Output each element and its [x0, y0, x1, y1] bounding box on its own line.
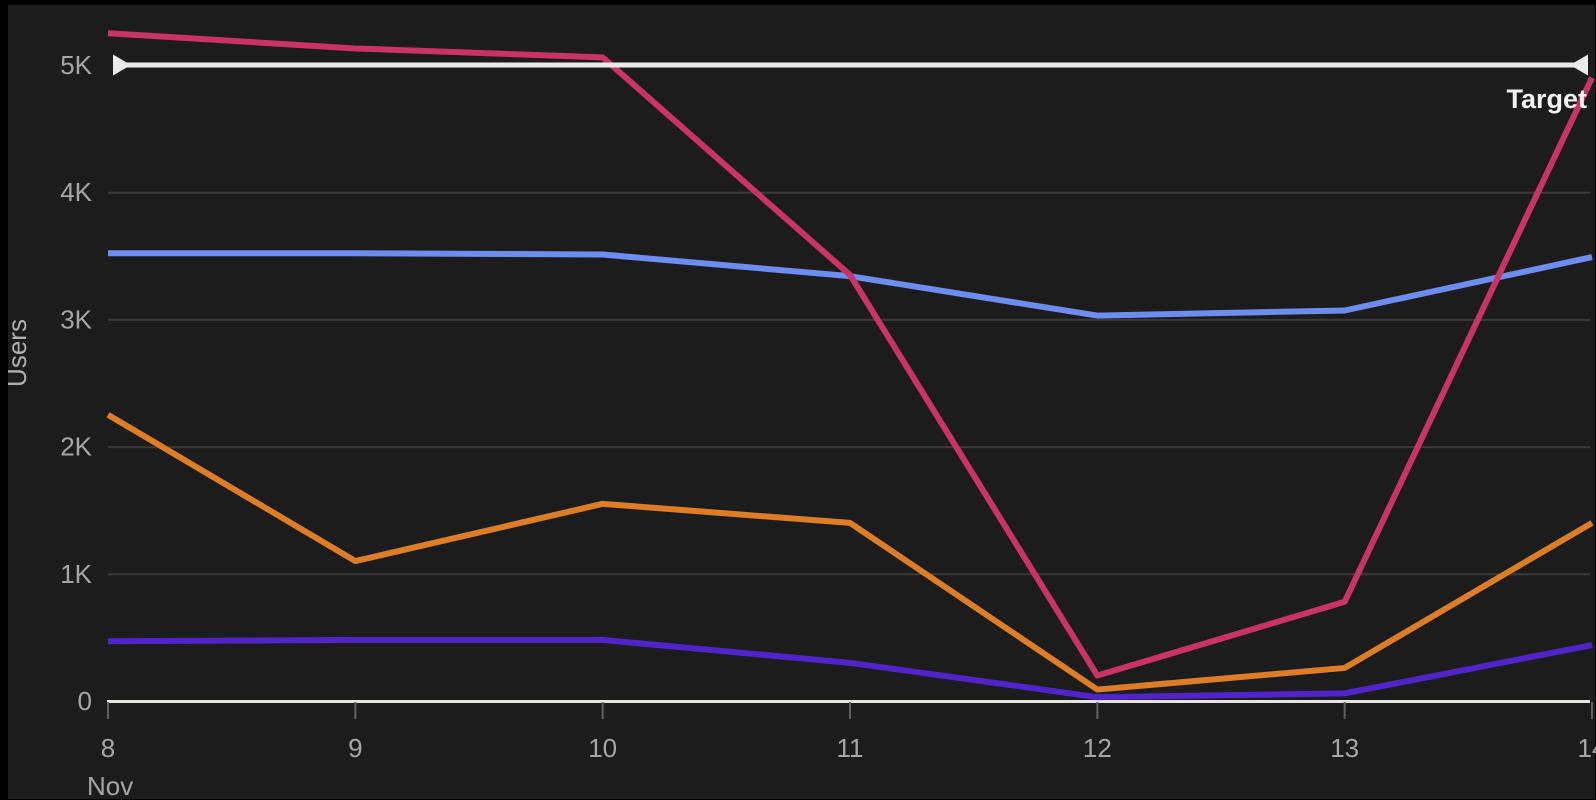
x-axis-ticks: [107, 702, 1593, 719]
line-blue-series[interactable]: [108, 250, 1593, 319]
line-purple-series[interactable]: [107, 636, 1593, 701]
x-tick-label-8: 8: [101, 733, 115, 763]
y-tick-label-4k: 4K: [60, 177, 92, 207]
x-axis-month-label: Nov: [87, 771, 133, 800]
target-arrow-left: [113, 54, 131, 76]
target-label: Target: [1506, 84, 1587, 114]
y-tick-label-3k: 3K: [60, 304, 92, 334]
y-axis-title: Users: [2, 319, 32, 387]
target-annotation[interactable]: [113, 54, 1588, 76]
x-tick-label-9: 9: [348, 733, 362, 763]
x-tick-label-10: 10: [588, 733, 617, 763]
line-magenta-series[interactable]: [107, 30, 1595, 679]
y-tick-label-1k: 1K: [60, 559, 92, 589]
x-tick-label-11: 11: [837, 733, 864, 763]
y-tick-label-5k: 5K: [60, 50, 92, 80]
x-tick-label-13: 13: [1330, 733, 1359, 763]
gridlines: [108, 191, 1590, 576]
axis-labels: 0 1K 2K 3K 4K 5K 8 9 10 11 12 13 14: [60, 50, 1596, 763]
target-arrow-right: [1570, 54, 1588, 76]
x-tick-label-14: 14: [1578, 733, 1596, 763]
y-tick-label-2k: 2K: [60, 432, 92, 462]
data-series: [106, 30, 1595, 701]
x-tick-label-12: 12: [1083, 733, 1112, 763]
y-tick-label-0: 0: [78, 686, 92, 716]
line-orange-series[interactable]: [106, 412, 1594, 693]
